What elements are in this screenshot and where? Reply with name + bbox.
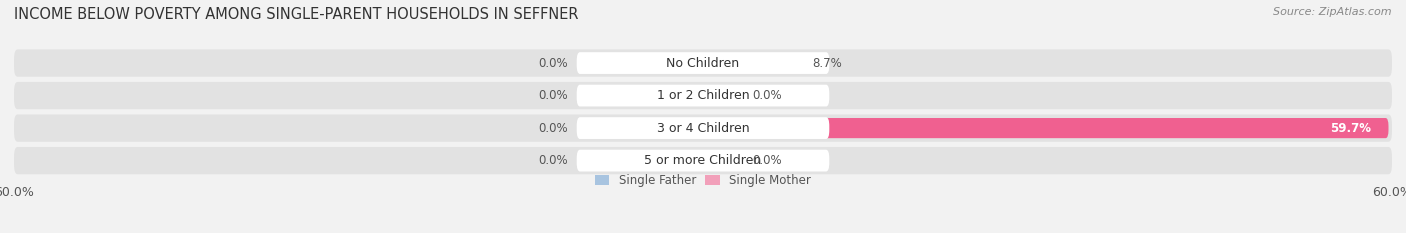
- FancyBboxPatch shape: [14, 147, 1392, 174]
- FancyBboxPatch shape: [703, 53, 803, 73]
- Text: 0.0%: 0.0%: [538, 154, 568, 167]
- Text: 0.0%: 0.0%: [538, 122, 568, 135]
- Text: No Children: No Children: [666, 57, 740, 70]
- Text: 59.7%: 59.7%: [1330, 122, 1371, 135]
- Text: 1 or 2 Children: 1 or 2 Children: [657, 89, 749, 102]
- Legend: Single Father, Single Mother: Single Father, Single Mother: [595, 174, 811, 187]
- Text: 0.0%: 0.0%: [538, 57, 568, 70]
- FancyBboxPatch shape: [576, 85, 830, 106]
- FancyBboxPatch shape: [576, 117, 830, 139]
- Text: INCOME BELOW POVERTY AMONG SINGLE-PARENT HOUSEHOLDS IN SEFFNER: INCOME BELOW POVERTY AMONG SINGLE-PARENT…: [14, 7, 578, 22]
- FancyBboxPatch shape: [662, 118, 703, 138]
- FancyBboxPatch shape: [662, 151, 703, 171]
- FancyBboxPatch shape: [662, 53, 703, 73]
- FancyBboxPatch shape: [703, 86, 744, 106]
- Text: Source: ZipAtlas.com: Source: ZipAtlas.com: [1274, 7, 1392, 17]
- FancyBboxPatch shape: [14, 114, 1392, 142]
- FancyBboxPatch shape: [662, 86, 703, 106]
- FancyBboxPatch shape: [14, 49, 1392, 77]
- Text: 0.0%: 0.0%: [538, 89, 568, 102]
- Text: 8.7%: 8.7%: [813, 57, 842, 70]
- FancyBboxPatch shape: [703, 151, 744, 171]
- FancyBboxPatch shape: [576, 52, 830, 74]
- FancyBboxPatch shape: [576, 150, 830, 171]
- Text: 3 or 4 Children: 3 or 4 Children: [657, 122, 749, 135]
- FancyBboxPatch shape: [703, 118, 1389, 138]
- Text: 0.0%: 0.0%: [752, 89, 782, 102]
- Text: 0.0%: 0.0%: [752, 154, 782, 167]
- Text: 5 or more Children: 5 or more Children: [644, 154, 762, 167]
- FancyBboxPatch shape: [14, 82, 1392, 109]
